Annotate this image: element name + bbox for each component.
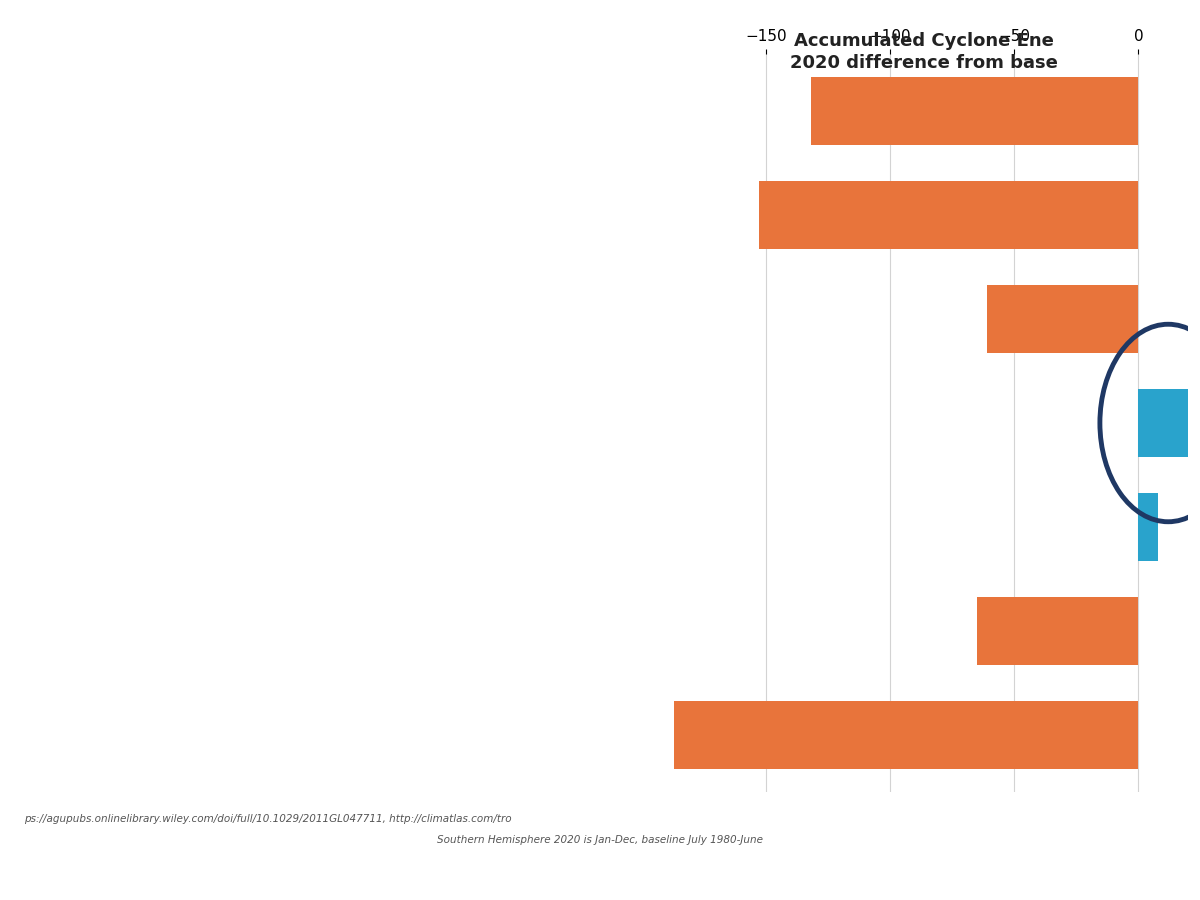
Text: -65: -65 xyxy=(497,613,523,631)
Bar xyxy=(977,597,1139,665)
Text: 183: 183 xyxy=(104,476,136,494)
Text: 568: 568 xyxy=(308,270,340,288)
Bar xyxy=(986,285,1139,353)
Text: ps://agupubs.onlinelibrary.wiley.com/doi/full/10.1029/2011GL047711, http://clima: ps://agupubs.onlinelibrary.wiley.com/doi… xyxy=(24,814,511,824)
Bar xyxy=(1139,389,1200,457)
Text: 77: 77 xyxy=(109,408,131,426)
Text: Southern Hemisphere 2020 is Jan-Dec, baseline July 1980-June: Southern Hemisphere 2020 is Jan-Dec, bas… xyxy=(437,835,763,845)
Text: 149: 149 xyxy=(104,613,136,631)
Text: 18: 18 xyxy=(313,544,335,562)
Text: 26: 26 xyxy=(109,544,131,562)
Text: 584: 584 xyxy=(103,750,137,768)
Text: 79: 79 xyxy=(499,476,521,494)
Text: 214: 214 xyxy=(308,613,340,631)
Text: 2020 difference from base: 2020 difference from base xyxy=(790,54,1058,72)
Text: 138: 138 xyxy=(308,408,340,426)
Text: -61: -61 xyxy=(497,408,523,426)
Text: Difference
from
baseline: Difference from baseline xyxy=(466,140,554,190)
Text: -187: -187 xyxy=(490,750,530,768)
Bar xyxy=(758,181,1139,249)
Text: 302: 302 xyxy=(308,338,340,356)
Text: 104: 104 xyxy=(308,476,340,494)
Text: 771: 771 xyxy=(307,750,341,768)
Text: 436: 436 xyxy=(104,270,136,288)
Text: 149: 149 xyxy=(104,338,136,356)
Text: -132: -132 xyxy=(491,270,529,288)
Text: 8: 8 xyxy=(505,544,515,562)
Bar xyxy=(811,77,1139,145)
Text: ACE 2020: ACE 2020 xyxy=(79,158,161,172)
Text: Accumulated Cyclone Ene: Accumulated Cyclone Ene xyxy=(794,32,1054,50)
Bar xyxy=(674,701,1139,769)
Bar xyxy=(1139,493,1158,561)
Text: -153: -153 xyxy=(491,338,529,356)
Text: Average ACE
1980-2010
baseline: Average ACE 1980-2010 baseline xyxy=(270,140,378,190)
